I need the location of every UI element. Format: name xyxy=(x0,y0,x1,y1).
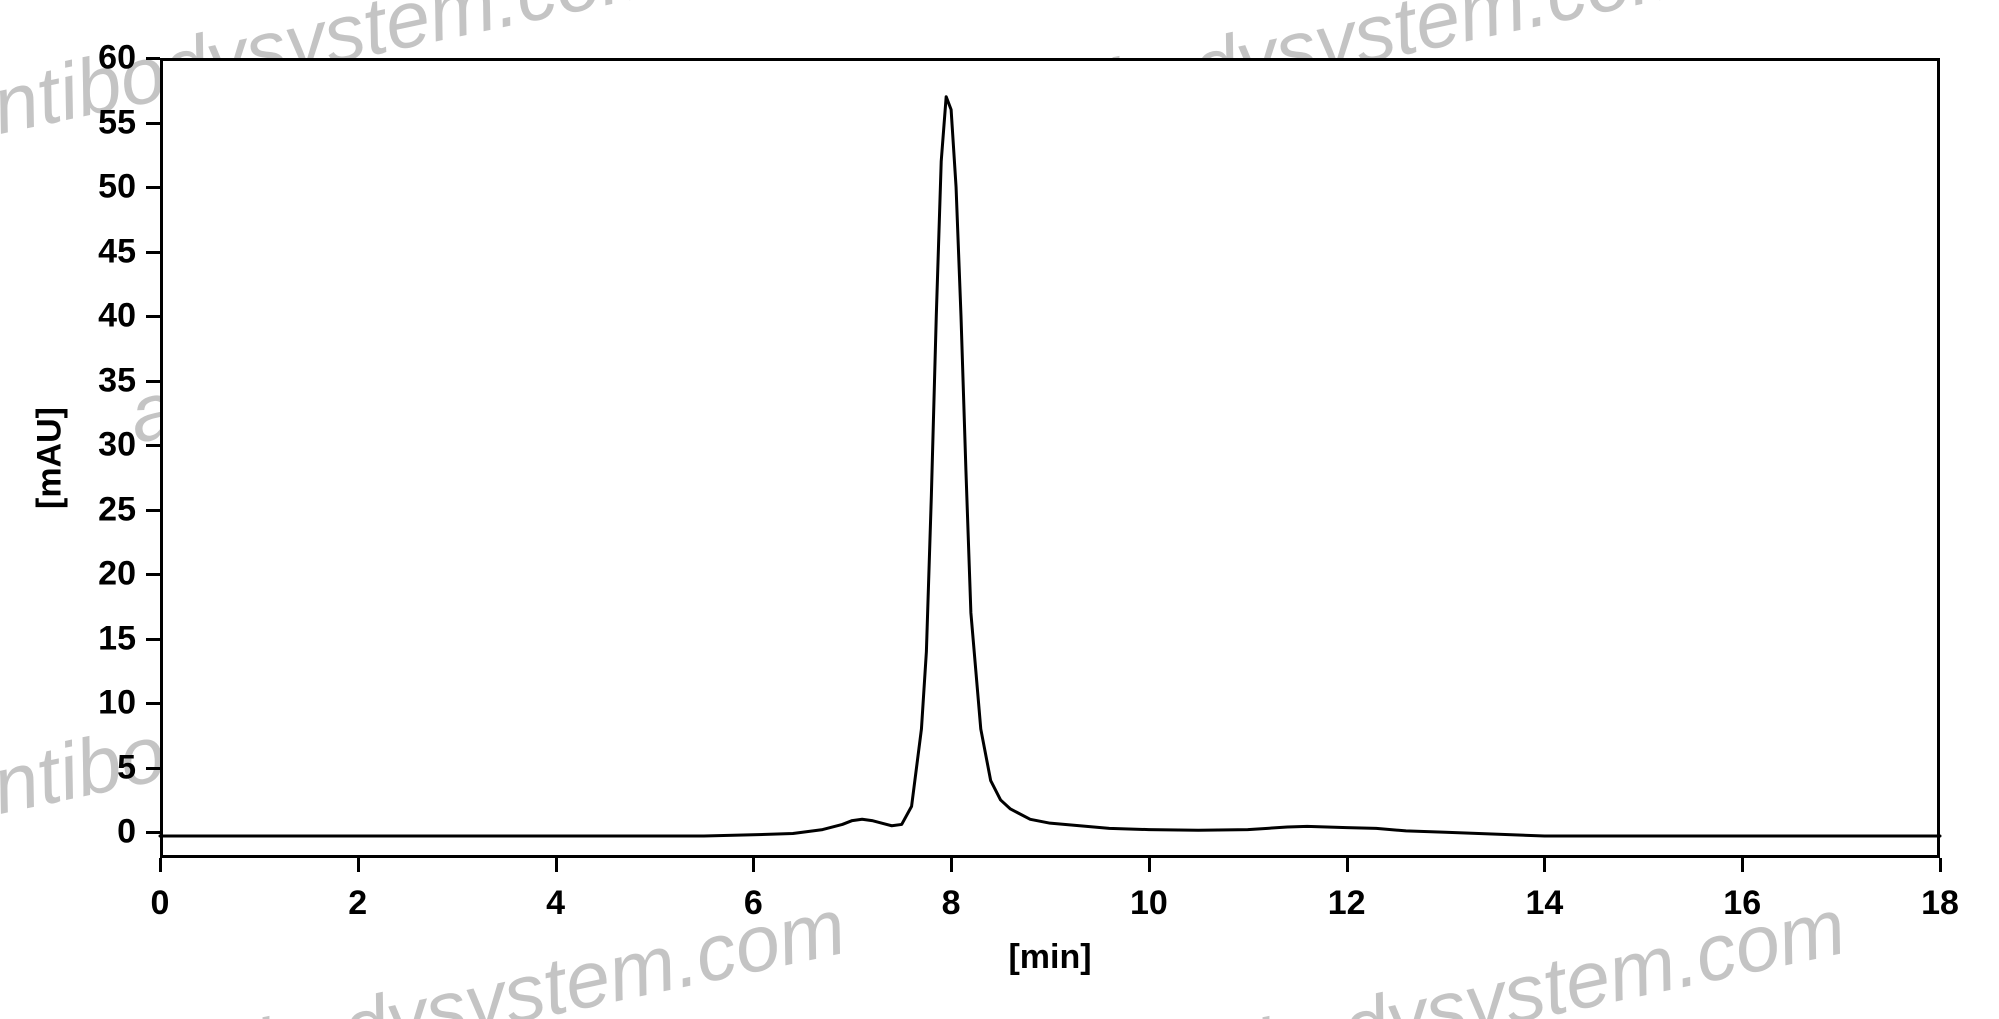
y-tick-label: 45 xyxy=(98,232,136,271)
y-tick xyxy=(146,638,160,641)
x-tick-label: 16 xyxy=(1723,884,1761,923)
x-axis-label: [min] xyxy=(1008,938,1091,977)
x-tick-label: 8 xyxy=(942,884,961,923)
y-tick xyxy=(146,702,160,705)
x-tick xyxy=(1741,858,1744,872)
x-tick xyxy=(357,858,360,872)
x-tick xyxy=(1543,858,1546,872)
y-tick xyxy=(146,380,160,383)
y-tick xyxy=(146,831,160,834)
y-tick-label: 10 xyxy=(98,684,136,723)
chromatogram-chart: 0 2 4 6 8 10 12 14 16 18 0 5 10 15 20 25 30 35 40 45 50 55 60… xyxy=(0,0,1999,1019)
x-tick-label: 0 xyxy=(151,884,170,923)
y-tick xyxy=(146,57,160,60)
page: antibodysystem.comantibodysystem.comanti… xyxy=(0,0,1999,1019)
y-tick xyxy=(146,122,160,125)
y-tick xyxy=(146,509,160,512)
x-tick-label: 14 xyxy=(1526,884,1564,923)
y-tick xyxy=(146,251,160,254)
y-tick xyxy=(146,315,160,318)
x-tick-label: 2 xyxy=(348,884,367,923)
x-tick-label: 18 xyxy=(1921,884,1959,923)
plot-area xyxy=(160,58,1940,858)
x-tick-label: 4 xyxy=(546,884,565,923)
y-tick-label: 60 xyxy=(98,39,136,78)
y-tick xyxy=(146,186,160,189)
x-tick-label: 12 xyxy=(1328,884,1366,923)
y-tick xyxy=(146,444,160,447)
y-tick-label: 0 xyxy=(117,813,136,852)
y-axis-label: [mAU] xyxy=(31,407,70,509)
y-tick-label: 35 xyxy=(98,361,136,400)
series-chromatogram xyxy=(160,97,1940,836)
x-tick-label: 10 xyxy=(1130,884,1168,923)
x-tick xyxy=(555,858,558,872)
y-tick-label: 20 xyxy=(98,555,136,594)
y-tick-label: 50 xyxy=(98,168,136,207)
y-tick-label: 25 xyxy=(98,490,136,529)
x-tick xyxy=(1939,858,1942,872)
y-tick xyxy=(146,573,160,576)
y-tick-label: 5 xyxy=(117,748,136,787)
x-tick xyxy=(159,858,162,872)
y-tick-label: 40 xyxy=(98,297,136,336)
x-tick xyxy=(950,858,953,872)
y-tick-label: 15 xyxy=(98,619,136,658)
series-svg xyxy=(160,58,1940,858)
y-tick-label: 55 xyxy=(98,103,136,142)
x-tick xyxy=(752,858,755,872)
x-tick-label: 6 xyxy=(744,884,763,923)
x-tick xyxy=(1148,858,1151,872)
x-tick xyxy=(1346,858,1349,872)
y-tick xyxy=(146,767,160,770)
y-tick-label: 30 xyxy=(98,426,136,465)
